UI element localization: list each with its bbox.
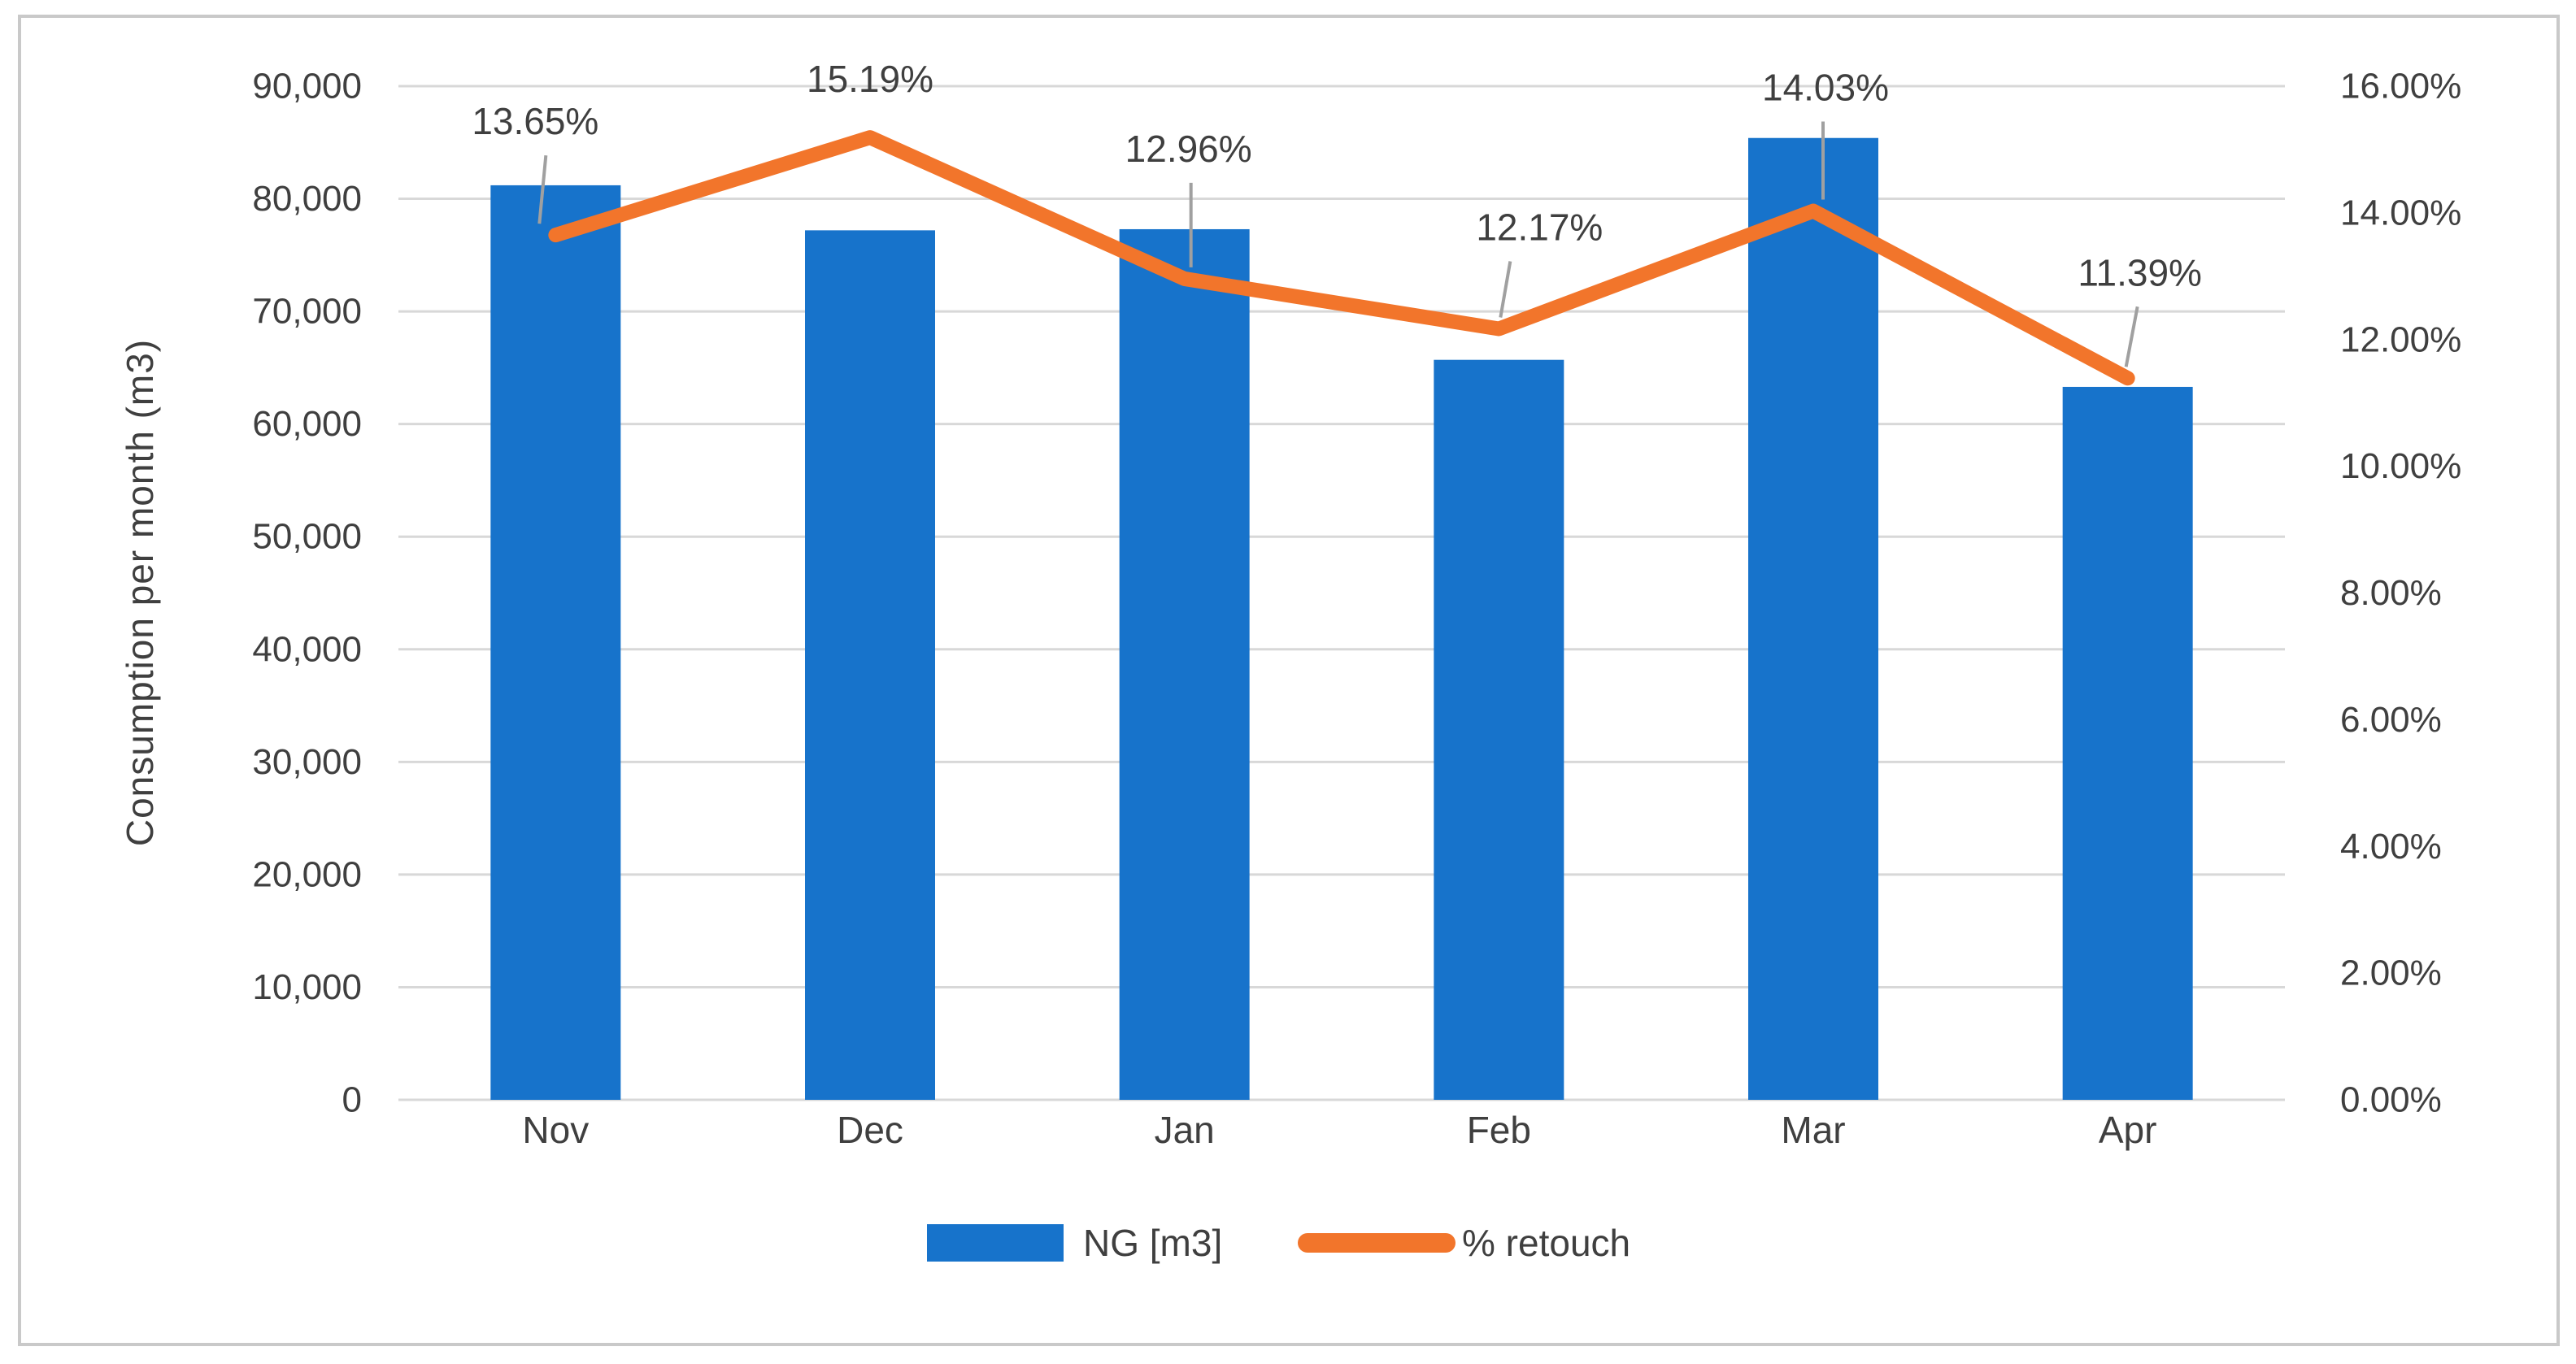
right-axis-tick: 8.00%: [2340, 573, 2442, 613]
category-label-feb: Feb: [1467, 1109, 1531, 1151]
category-label-nov: Nov: [522, 1109, 589, 1151]
data-label-leader-feb: [1499, 261, 1512, 318]
category-label-jan: Jan: [1155, 1109, 1215, 1151]
gridlines-group: [398, 85, 2285, 1101]
bar-apr: [2062, 386, 2193, 1100]
right-axis-tick: 0.00%: [2340, 1080, 2442, 1120]
right-axis-tick: 16.00%: [2340, 67, 2461, 106]
right-axis-tick: 14.00%: [2340, 193, 2461, 232]
legend: NG [m3] % retouch: [927, 1222, 1630, 1264]
left-axis-tick: 30,000: [252, 742, 362, 782]
right-axis-tick: 10.00%: [2340, 446, 2461, 486]
bar-jan: [1119, 228, 1250, 1100]
data-label-dec: 15.19%: [807, 58, 933, 100]
label-leader-lines-group: [537, 121, 2139, 367]
left-axis-tick: 20,000: [252, 854, 362, 894]
right-axis-tick: 2.00%: [2340, 953, 2442, 993]
bar-dec: [805, 230, 935, 1101]
left-axis-tick: 50,000: [252, 517, 362, 557]
right-axis-tick: 12.00%: [2340, 319, 2461, 359]
left-axis-tick: 70,000: [252, 292, 362, 332]
category-label-mar: Mar: [1781, 1109, 1845, 1151]
data-label-feb: 12.17%: [1476, 206, 1603, 249]
left-axis-tick: 40,000: [252, 629, 362, 669]
data-label-leader-apr: [2124, 306, 2139, 367]
category-label-apr: Apr: [2099, 1109, 2157, 1151]
data-label-jan: 12.96%: [1125, 128, 1252, 170]
data-label-mar: 14.03%: [1762, 67, 1889, 109]
left-axis-tick: 80,000: [252, 179, 362, 219]
right-axis-tick: 4.00%: [2340, 827, 2442, 867]
left-axis-title: Consumption per month (m3): [119, 339, 161, 846]
category-axis-labels: Nov Dec Jan Feb Mar Apr: [522, 1109, 2156, 1151]
legend-label-line-series: % retouch: [1462, 1222, 1630, 1264]
left-axis-tick: 90,000: [252, 67, 362, 106]
data-label-apr: 11.39%: [2078, 251, 2202, 293]
line-series: [548, 130, 2135, 386]
right-axis-tick-labels: 16.00% 14.00% 12.00% 10.00% 8.00% 6.00% 4.00% 2…: [2340, 67, 2461, 1120]
legend-label-bar-series: NG [m3]: [1083, 1222, 1222, 1264]
bar-feb: [1434, 359, 1564, 1100]
left-axis-tick: 60,000: [252, 404, 362, 444]
bar-series-group: [490, 137, 2193, 1101]
right-axis-tick: 6.00%: [2340, 700, 2442, 740]
bar-nov: [490, 185, 621, 1100]
data-label-nov: 13.65%: [472, 100, 598, 142]
data-label-group: 13.65% 15.19% 12.96% 12.17% 14.03% 11.39%: [472, 58, 2202, 293]
left-axis-tick-labels: 90,000 80,000 70,000 60,000 50,000 40,000 30,0…: [252, 67, 362, 1120]
left-axis-tick: 0: [342, 1080, 362, 1120]
left-axis-tick: 10,000: [252, 967, 362, 1007]
data-label-leader-nov: [537, 154, 548, 224]
bar-mar: [1748, 137, 1878, 1100]
legend-bar-swatch: [927, 1224, 1064, 1262]
category-label-dec: Dec: [837, 1109, 903, 1151]
